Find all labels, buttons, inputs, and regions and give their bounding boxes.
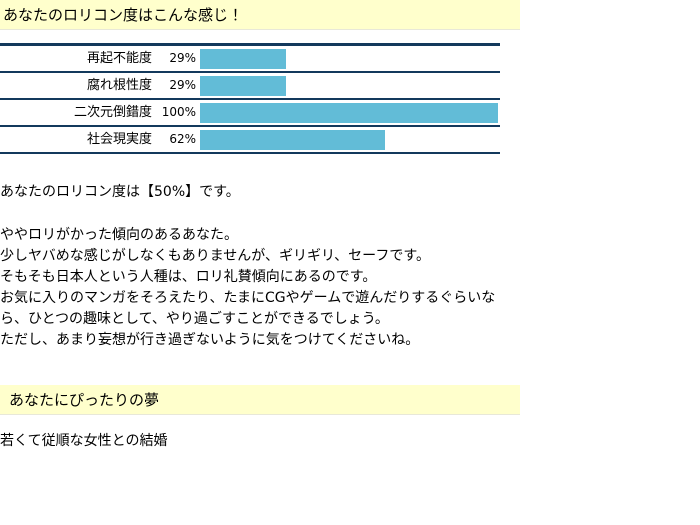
summary-line: あなたのロリコン度は【50%】です。 bbox=[0, 184, 240, 200]
chart-bar-track bbox=[200, 49, 498, 69]
chart-row: 二次元倒錯度 100% bbox=[0, 100, 500, 127]
description-line: そもそも日本人という人種は、ロリ礼賛傾向にあるのです。 bbox=[0, 269, 377, 285]
chart-row: 再起不能度 29% bbox=[0, 46, 500, 73]
description-line: ら、ひとつの趣味として、やり過ごすことができるでしょう。 bbox=[0, 311, 389, 327]
chart-row-value: 62% bbox=[169, 132, 196, 146]
description-line: お気に入りのマンガをそろえたり、たまにCGやゲームで遊んだりするぐらいな bbox=[0, 290, 496, 306]
dream-section-heading: あなたにぴったりの夢 bbox=[0, 385, 520, 415]
chart-row-label: 社会現実度 bbox=[86, 132, 152, 147]
description-line: ややロリがかった傾向のあるあなた。 bbox=[0, 227, 238, 243]
chart-row-label: 再起不能度 bbox=[86, 51, 152, 66]
score-bar-chart: 再起不能度 29% 腐れ根性度 29% 二次元倒錯度 100% 社会現実度 62% bbox=[0, 43, 500, 154]
chart-bar-track bbox=[200, 130, 498, 150]
chart-row-label: 二次元倒錯度 bbox=[73, 105, 152, 120]
chart-top-rule bbox=[0, 43, 500, 46]
chart-row: 腐れ根性度 29% bbox=[0, 73, 500, 100]
chart-row-value: 29% bbox=[169, 78, 196, 92]
chart-row: 社会現実度 62% bbox=[0, 127, 500, 154]
chart-bar-track bbox=[200, 76, 498, 96]
chart-section-heading: あなたのロリコン度はこんな感じ！ bbox=[0, 0, 520, 30]
description-line: 少しヤバめな感じがしなくもありませんが、ギリギリ、セーフです。 bbox=[0, 248, 430, 264]
chart-bar-fill bbox=[200, 49, 287, 69]
dream-text: 若くて従順な女性との結婚 bbox=[0, 433, 168, 449]
chart-bar-track bbox=[200, 103, 498, 123]
chart-row-value: 29% bbox=[169, 51, 196, 65]
description-paragraph: ややロリがかった傾向のあるあなた。少しヤバめな感じがしなくもありませんが、ギリギ… bbox=[0, 225, 520, 351]
description-line: ただし、あまり妄想が行き過ぎないように気をつけてくださいね。 bbox=[0, 332, 420, 348]
chart-bar-fill bbox=[200, 130, 385, 150]
chart-bar-fill bbox=[200, 103, 498, 123]
chart-bar-fill bbox=[200, 76, 287, 96]
chart-row-value: 100% bbox=[161, 105, 196, 119]
chart-row-label: 腐れ根性度 bbox=[86, 78, 152, 93]
